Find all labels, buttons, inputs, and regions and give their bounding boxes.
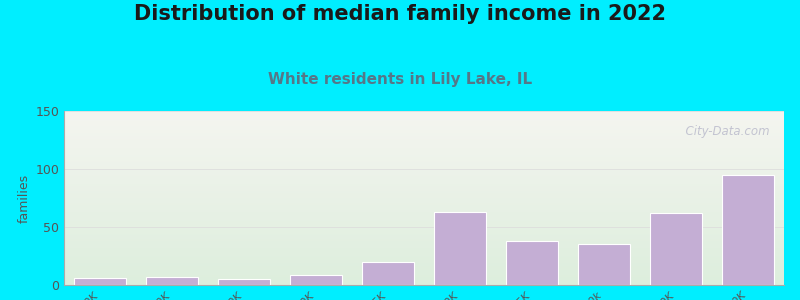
Y-axis label: families: families xyxy=(18,173,31,223)
Text: Distribution of median family income in 2022: Distribution of median family income in … xyxy=(134,4,666,25)
Bar xyxy=(146,277,198,285)
Bar xyxy=(362,262,414,285)
Bar xyxy=(434,212,486,285)
Text: White residents in Lily Lake, IL: White residents in Lily Lake, IL xyxy=(268,72,532,87)
Bar xyxy=(74,278,126,285)
Bar xyxy=(506,241,558,285)
Bar xyxy=(290,274,342,285)
Bar xyxy=(722,175,774,285)
Bar xyxy=(650,213,702,285)
Bar xyxy=(218,279,270,285)
Text: City-Data.com: City-Data.com xyxy=(678,125,770,138)
Bar xyxy=(578,244,630,285)
